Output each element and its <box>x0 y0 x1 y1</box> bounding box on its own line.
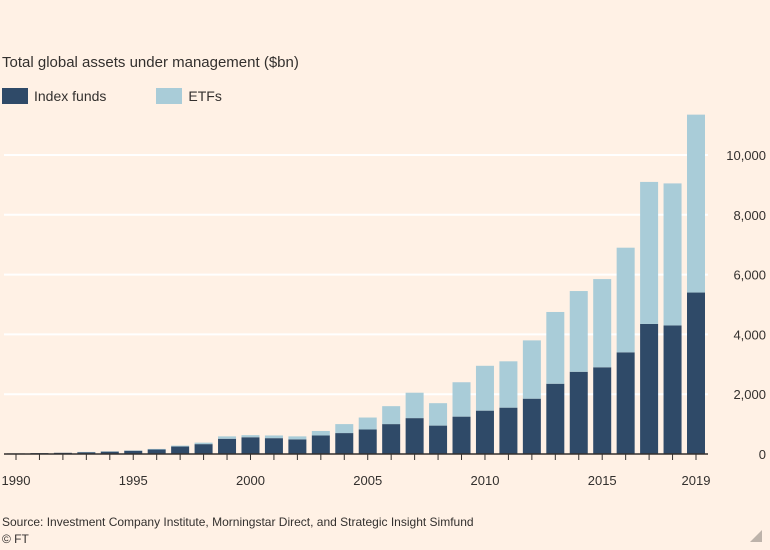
bar-etfs-1999 <box>218 436 237 439</box>
bar-index-funds-2019 <box>687 292 705 454</box>
legend-swatch-etfs <box>156 88 183 104</box>
bar-index-funds-1994 <box>100 451 119 454</box>
bar-index-funds-1997 <box>171 446 190 454</box>
bar-etfs-2009 <box>452 382 471 417</box>
x-tick-label-2019: 2019 <box>682 473 711 488</box>
bar-etfs-1996 <box>147 448 166 450</box>
bar-index-funds-2012 <box>522 398 541 454</box>
legend-label-index-funds: Index funds <box>34 88 107 104</box>
legend-label-etfs: ETFs <box>188 88 222 104</box>
bar-etfs-1998 <box>194 442 213 445</box>
bar-index-funds-2017 <box>640 323 659 454</box>
bar-etfs-2000 <box>241 435 260 438</box>
bar-index-funds-2003 <box>311 435 330 454</box>
bar-index-funds-2010 <box>475 410 494 454</box>
bar-etfs-2007 <box>405 392 424 419</box>
bar-index-funds-2007 <box>405 418 424 454</box>
legend-item-index-funds: Index funds <box>2 88 106 104</box>
bar-etfs-1997 <box>171 445 190 447</box>
bar-index-funds-2008 <box>429 425 448 454</box>
x-tick-label-2005: 2005 <box>353 473 382 488</box>
bar-index-funds-2002 <box>288 439 307 454</box>
x-tick-label-2010: 2010 <box>471 473 500 488</box>
bar-index-funds-2014 <box>569 371 588 454</box>
source-note: Source: Investment Company Institute, Mo… <box>2 515 474 529</box>
y-tick-label-8000: 8,000 <box>733 208 766 223</box>
legend: Index funds ETFs <box>2 88 272 104</box>
bar-index-funds-1996 <box>147 449 166 454</box>
bar-index-funds-2001 <box>264 438 283 454</box>
bar-index-funds-2018 <box>663 325 682 454</box>
bar-index-funds-2015 <box>593 367 612 454</box>
bar-etfs-2014 <box>569 291 588 372</box>
bar-index-funds-1998 <box>194 444 213 454</box>
bar-etfs-2012 <box>522 340 541 399</box>
bar-index-funds-2005 <box>358 429 377 454</box>
y-tick-label-10000: 10,000 <box>726 148 766 163</box>
bar-index-funds-2013 <box>546 383 565 454</box>
bar-etfs-2006 <box>382 406 401 425</box>
bar-etfs-2004 <box>335 424 354 434</box>
chart-title: Total global assets under management ($b… <box>2 54 299 71</box>
bar-etfs-2003 <box>311 430 330 436</box>
bar-index-funds-2016 <box>616 352 635 454</box>
bar-etfs-2010 <box>475 365 494 411</box>
bar-index-funds-2006 <box>382 424 401 454</box>
bar-index-funds-1995 <box>124 450 143 454</box>
x-tick-label-2015: 2015 <box>588 473 617 488</box>
bar-etfs-2013 <box>546 311 565 384</box>
bar-index-funds-1993 <box>77 452 96 454</box>
x-tick-label-1995: 1995 <box>119 473 148 488</box>
bar-etfs-2001 <box>264 435 283 439</box>
bar-etfs-2002 <box>288 436 307 440</box>
bar-etfs-2019 <box>687 114 705 293</box>
bar-etfs-2008 <box>429 403 448 426</box>
bar-etfs-2011 <box>499 361 518 408</box>
bar-index-funds-1999 <box>218 438 237 454</box>
legend-swatch-index-funds <box>2 88 28 104</box>
y-tick-label-6000: 6,000 <box>733 268 766 283</box>
bar-index-funds-2011 <box>499 407 518 454</box>
bar-index-funds-2009 <box>452 416 471 454</box>
x-tick-label-2000: 2000 <box>236 473 265 488</box>
bar-etfs-2017 <box>640 181 659 324</box>
y-tick-label-0: 0 <box>759 447 766 462</box>
resize-corner-icon <box>750 530 762 542</box>
legend-item-etfs: ETFs <box>156 88 222 104</box>
y-tick-label-2000: 2,000 <box>733 387 766 402</box>
y-tick-label-4000: 4,000 <box>733 327 766 342</box>
bar-index-funds-2004 <box>335 433 354 454</box>
bar-etfs-2015 <box>593 279 612 368</box>
bar-index-funds-2000 <box>241 437 260 454</box>
bar-etfs-2016 <box>616 247 635 353</box>
bar-etfs-2005 <box>358 417 377 430</box>
x-tick-label-1990: 1990 <box>2 473 31 488</box>
credit: © FT <box>2 532 29 546</box>
bar-etfs-2018 <box>663 183 682 326</box>
